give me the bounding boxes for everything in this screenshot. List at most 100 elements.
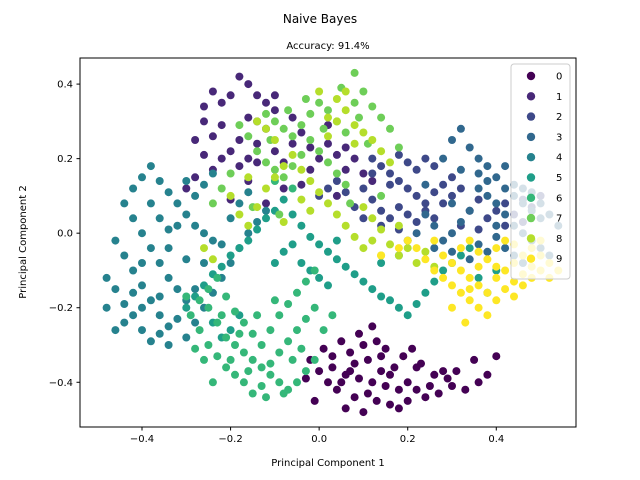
scatter-point xyxy=(483,214,492,223)
scatter-point xyxy=(443,374,452,383)
y-axis-ticks: −0.4 −0.2 0.0 0.2 0.4 xyxy=(49,80,80,389)
scatter-point xyxy=(146,162,155,171)
scatter-point xyxy=(403,311,412,320)
legend-box xyxy=(510,63,571,280)
legend-marker xyxy=(526,173,536,182)
scatter-point xyxy=(377,251,386,260)
scatter-point xyxy=(315,154,324,163)
scatter-point xyxy=(341,106,350,115)
scatter-point xyxy=(332,117,341,126)
scatter-point xyxy=(301,95,310,103)
scatter-point xyxy=(253,311,262,320)
scatter-point xyxy=(138,281,146,290)
legend-marker xyxy=(526,234,536,243)
scatter-point xyxy=(164,322,173,331)
scatter-point xyxy=(253,203,262,212)
scatter-point xyxy=(182,303,191,312)
scatter-point xyxy=(474,303,483,312)
scatter-point xyxy=(200,102,208,111)
scatter-point xyxy=(346,199,355,208)
legend-label: 9 xyxy=(556,254,562,265)
scatter-point xyxy=(355,329,363,338)
scatter-point xyxy=(253,139,262,148)
scatter-point xyxy=(120,251,129,260)
scatter-point xyxy=(332,177,341,185)
scatter-point xyxy=(377,162,386,171)
scatter-point xyxy=(474,247,483,256)
scatter-point xyxy=(448,229,456,238)
scatter-point xyxy=(501,199,510,208)
scatter-point xyxy=(235,72,244,81)
scatter-point xyxy=(368,378,377,387)
scatter-point xyxy=(359,87,368,96)
scatter-point xyxy=(350,139,359,148)
scatter-point xyxy=(474,262,483,271)
scatter-point xyxy=(439,236,448,245)
scatter-point xyxy=(461,385,470,394)
scatter-point xyxy=(217,311,226,320)
scatter-point xyxy=(262,206,270,215)
scatter-point xyxy=(510,292,518,301)
scatter-point xyxy=(284,337,293,346)
scatter-point xyxy=(120,300,129,308)
x-axis-ticks: −0.4 −0.2 0.0 0.2 0.4 xyxy=(130,427,504,445)
scatter-point xyxy=(315,367,324,376)
scatter-point xyxy=(306,177,315,185)
scatter-point xyxy=(439,251,448,260)
scatter-point xyxy=(341,165,350,174)
scatter-point xyxy=(222,363,231,372)
scatter-point xyxy=(324,113,332,122)
scatter-point xyxy=(448,382,456,390)
scatter-point xyxy=(293,378,301,387)
scatter-point xyxy=(244,154,253,163)
scatter-point xyxy=(191,173,200,182)
scatter-point xyxy=(182,333,191,342)
scatter-point xyxy=(412,259,421,267)
scatter-point xyxy=(111,285,120,294)
legend: 0 1 2 3 4 5 6 7 8 9 xyxy=(510,63,571,280)
scatter-point xyxy=(301,374,310,383)
scatter-point xyxy=(173,199,182,208)
scatter-point xyxy=(518,281,527,290)
scatter-point xyxy=(332,385,341,394)
scatter-point xyxy=(474,240,483,249)
scatter-point xyxy=(226,169,235,178)
scatter-point xyxy=(412,165,421,174)
scatter-point xyxy=(501,184,510,193)
scatter-point xyxy=(328,311,337,320)
scatter-point xyxy=(350,68,359,77)
scatter-point xyxy=(456,184,465,193)
scatter-point xyxy=(244,113,253,122)
scatter-point xyxy=(257,363,266,372)
scatter-point xyxy=(368,322,377,331)
scatter-point xyxy=(386,169,394,178)
scatter-point xyxy=(483,288,492,297)
scatter-point xyxy=(456,244,465,253)
scatter-point xyxy=(244,188,253,197)
scatter-point xyxy=(483,370,492,379)
scatter-point xyxy=(359,214,368,223)
scatter-point xyxy=(129,184,138,193)
scatter-point xyxy=(146,244,155,253)
scatter-point xyxy=(319,326,328,335)
scatter-point xyxy=(394,221,403,230)
scatter-point xyxy=(501,221,510,230)
scatter-point xyxy=(310,303,319,312)
scatter-point xyxy=(368,169,377,178)
scatter-point xyxy=(332,210,341,219)
scatter-point xyxy=(324,132,332,141)
scatter-point xyxy=(359,169,368,178)
scatter-point xyxy=(279,162,288,171)
scatter-point xyxy=(248,355,257,364)
scatter-point xyxy=(301,277,310,286)
scatter-point xyxy=(120,318,129,327)
scatter-point xyxy=(275,348,284,357)
scatter-point xyxy=(421,210,430,219)
scatter-point xyxy=(386,158,394,167)
scatter-point xyxy=(346,348,355,357)
scatter-point xyxy=(226,191,235,200)
scatter-point xyxy=(120,199,129,208)
scatter-point xyxy=(448,259,456,267)
scatter-point xyxy=(244,229,253,238)
legend-label: 3 xyxy=(556,132,562,143)
